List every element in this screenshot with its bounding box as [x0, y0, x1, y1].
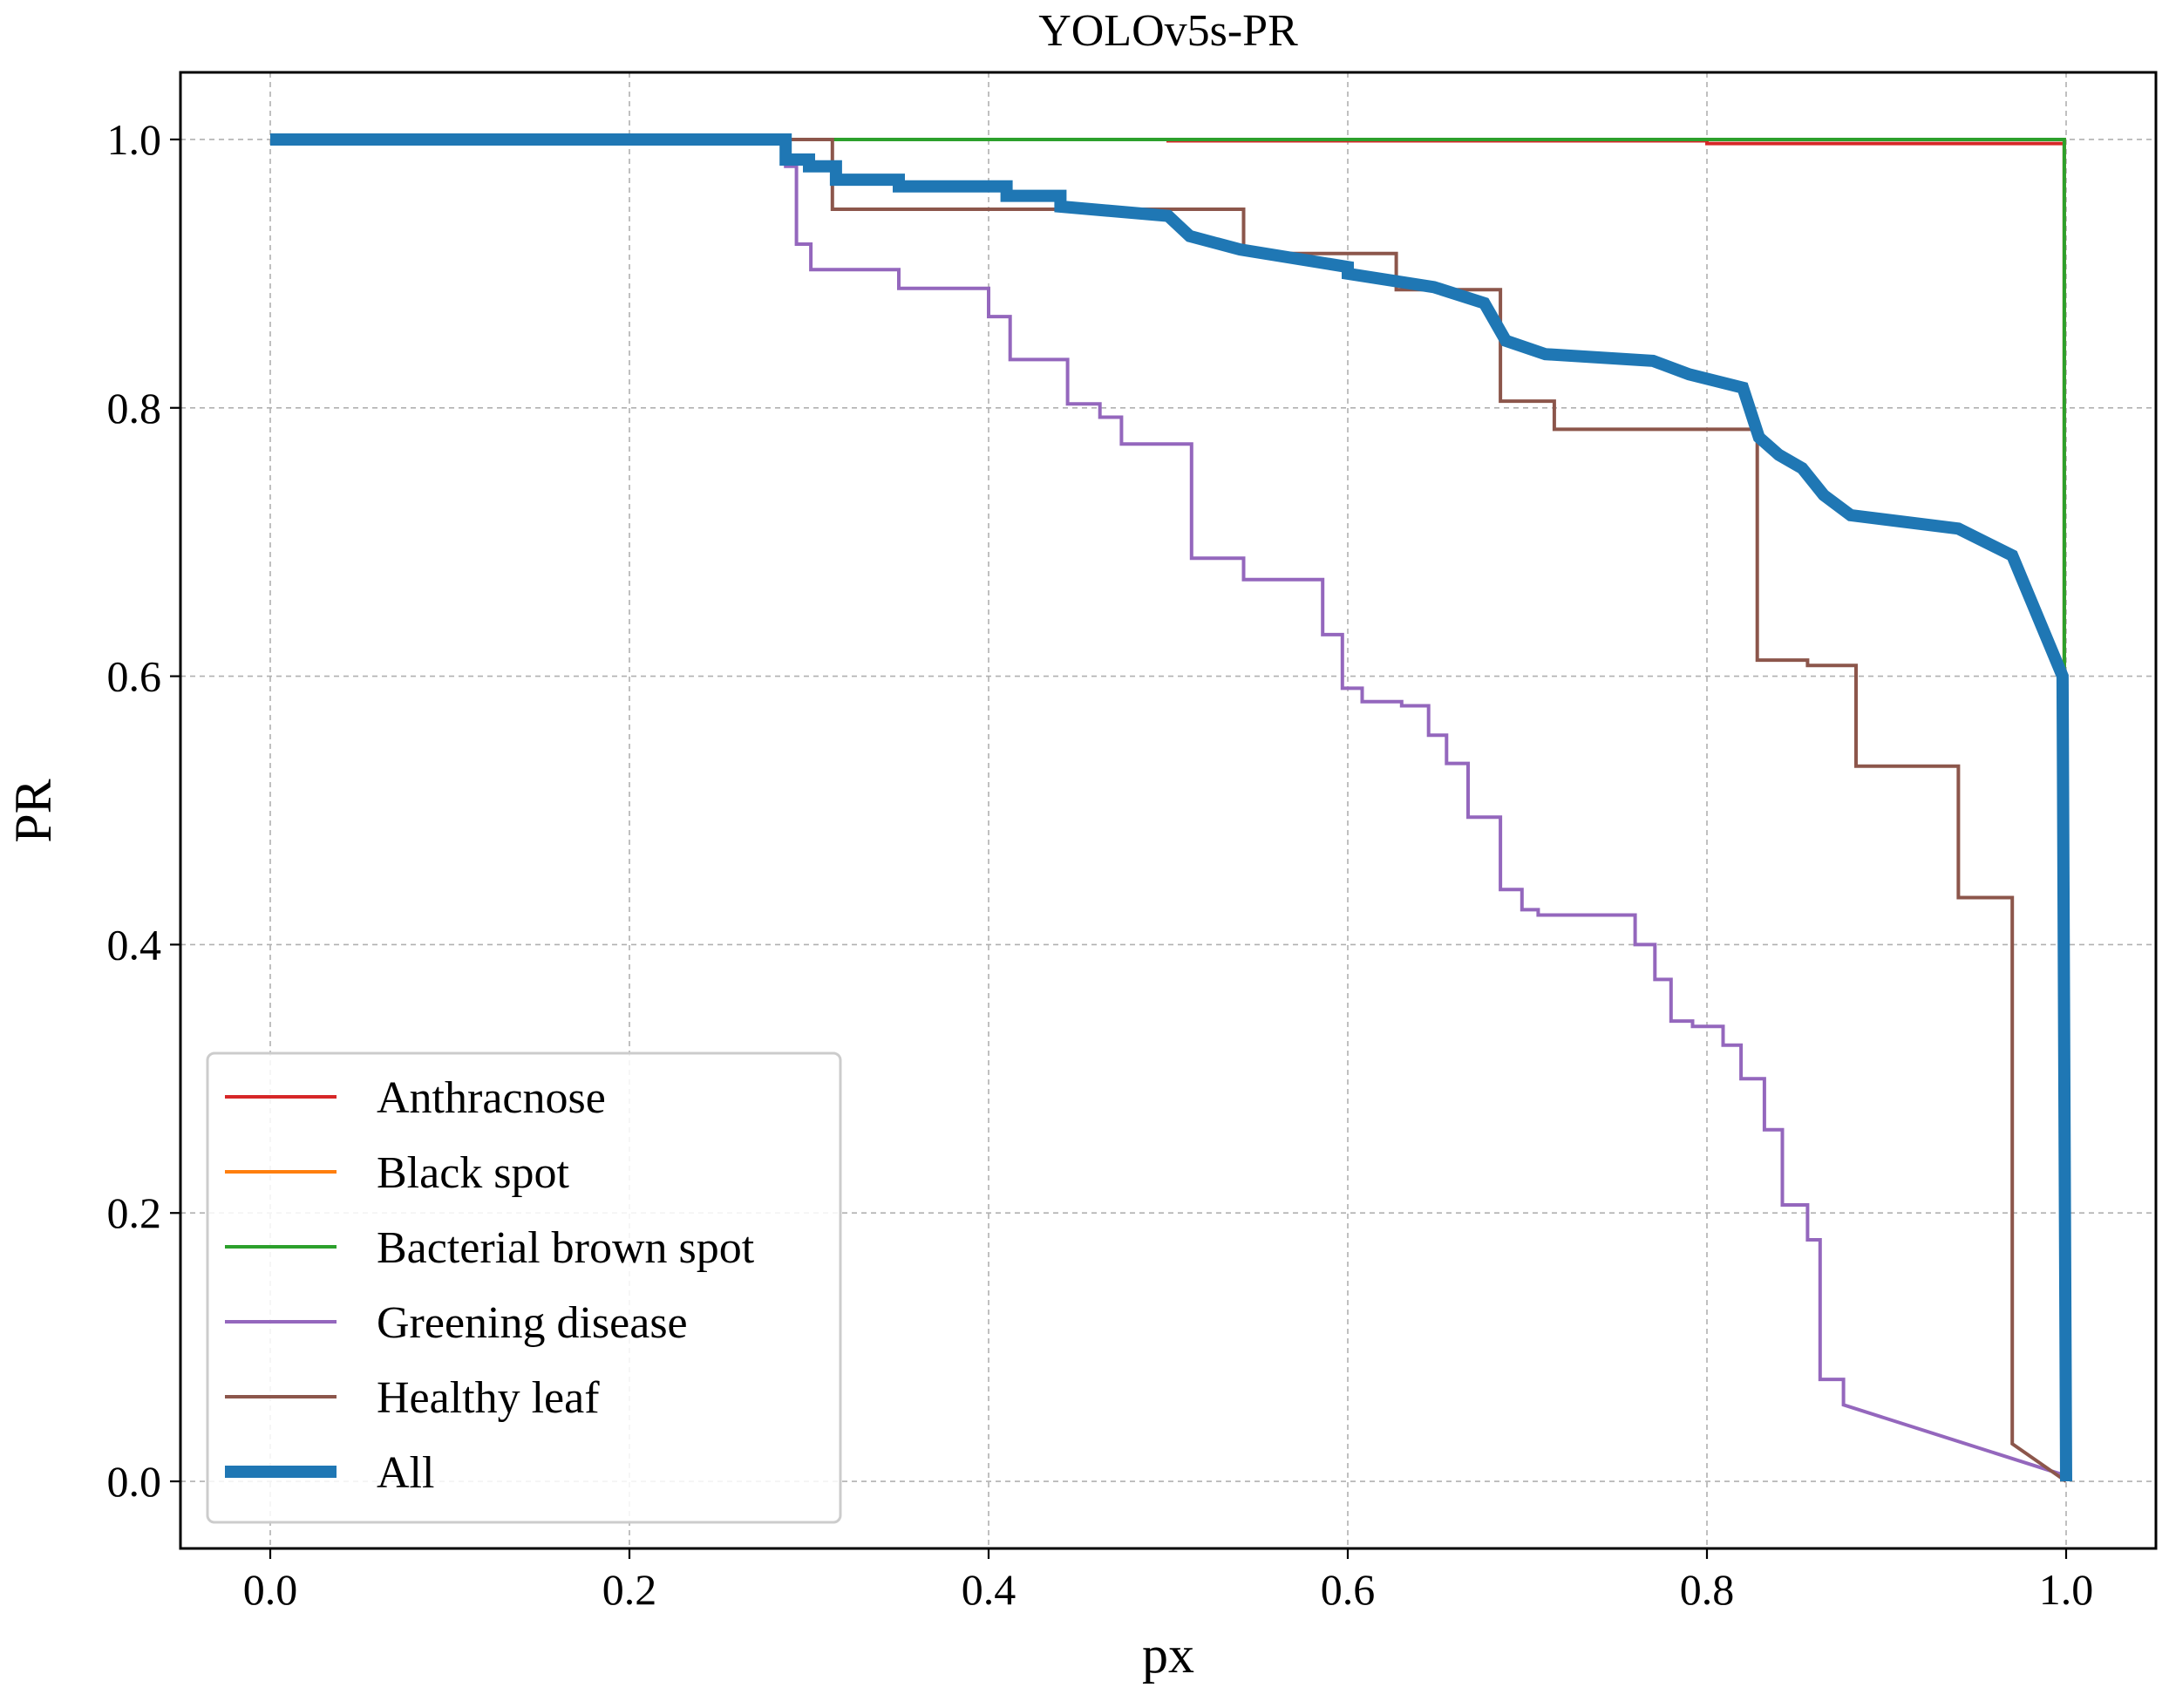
x-tick-label: 1.0: [2039, 1565, 2094, 1614]
y-tick-label: 0.4: [107, 920, 162, 969]
x-tick-label: 0.2: [602, 1565, 657, 1614]
series-lines: [270, 133, 2072, 1483]
y-axis-label: PR: [4, 779, 62, 842]
x-axis-ticks: 0.0 0.2 0.4 0.6 0.8 1.0: [243, 1548, 2094, 1614]
x-tick-label: 0.6: [1321, 1565, 1376, 1614]
legend-label-healthy-leaf: Healthy leaf: [377, 1373, 600, 1423]
legend-label-black-spot: Black spot: [377, 1148, 570, 1198]
x-tick-label: 0.0: [243, 1565, 298, 1614]
y-tick-label: 0.0: [107, 1457, 162, 1506]
legend-box: [206, 1051, 842, 1524]
legend-label-bacterial-brown-spot: Bacterial brown spot: [377, 1223, 755, 1273]
legend: Anthracnose Black spot Bacterial brown spo…: [206, 1051, 842, 1524]
legend-label-anthracnose: Anthracnose: [377, 1073, 606, 1123]
chart-title: YOLOv5s-PR: [1038, 6, 1298, 56]
series-line-greening-disease: [270, 138, 2068, 1482]
y-tick-label: 0.8: [107, 384, 162, 432]
x-axis-label: px: [1142, 1626, 1194, 1684]
x-tick-label: 0.8: [1680, 1565, 1735, 1614]
legend-label-all: All: [377, 1448, 434, 1498]
x-tick-label: 0.4: [962, 1565, 1017, 1614]
series-line-healthy-leaf: [270, 138, 2068, 1483]
y-tick-label: 0.6: [107, 652, 162, 701]
series-line-all: [270, 133, 2072, 1482]
legend-label-greening-disease: Greening disease: [377, 1298, 688, 1348]
y-axis-ticks: 0.0 0.2 0.4 0.6 0.8 1.0: [107, 115, 180, 1506]
y-tick-label: 0.2: [107, 1188, 162, 1237]
y-tick-label: 1.0: [107, 115, 162, 164]
plot-frame: [179, 71, 2158, 1550]
